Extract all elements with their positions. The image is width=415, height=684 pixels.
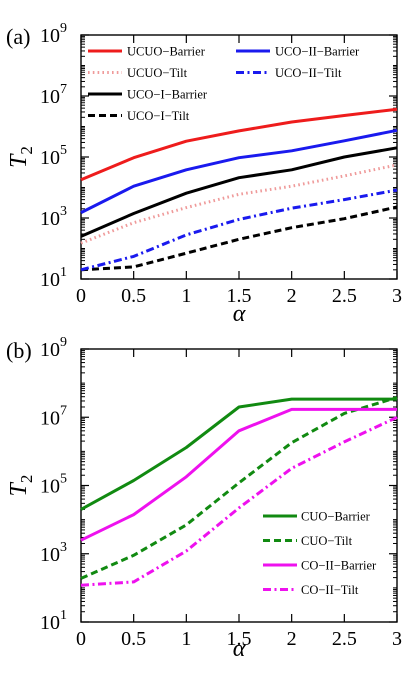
series-line-UCO−I−Tilt (80, 205, 398, 272)
legend-label: UCO−I−Barrier (127, 88, 208, 102)
y-tick-label: 109 (40, 335, 67, 361)
series-line-UCO−I−Barrier (80, 146, 398, 238)
legend-label: CUO−Barrier (301, 510, 371, 524)
legend-label: UCUO−Barrier (127, 45, 206, 59)
x-tick-label: 2.5 (332, 628, 357, 650)
x-tick-label: 3 (392, 285, 402, 307)
series-line-CO−II−Tilt (80, 415, 398, 587)
y-axis-label: T2 (6, 146, 36, 168)
x-tick-label: 1 (181, 628, 191, 650)
y-tick-label: 109 (40, 21, 67, 47)
series-line-UCUO−Barrier (80, 107, 398, 182)
x-axis-label: α (233, 301, 246, 327)
series-line-CUO−Barrier (80, 397, 397, 511)
y-tick-label: 105 (40, 143, 67, 169)
legend-label: UCO−I−Tilt (127, 109, 190, 123)
x-tick-label: 2 (287, 285, 297, 307)
x-tick-label: 0 (76, 285, 86, 307)
legend-label: CO−II−Tilt (301, 583, 359, 597)
y-tick-label: 101 (40, 265, 67, 291)
panel-label: (a) (6, 24, 30, 49)
x-tick-label: 2.5 (332, 285, 357, 307)
x-axis-label: α (233, 636, 246, 662)
panel-a: 101 103 105 107 109 0 0.5 1 1.5 2 2.5 3 UCUO−Barrier… (6, 21, 402, 327)
y-tick-label: 107 (40, 82, 67, 108)
y-tick-label: 107 (40, 403, 67, 429)
legend-label: CO−II−Barrier (301, 559, 377, 573)
series-line-CUO−Tilt (80, 396, 398, 580)
x-tick-label: 1.5 (227, 628, 252, 650)
x-tick-label: 3 (392, 628, 402, 650)
series-line-CO−II−Barrier (80, 407, 397, 542)
y-tick-label: 105 (40, 472, 67, 498)
series-line-UCO−II−Tilt (80, 188, 398, 272)
x-tick-label: 1 (181, 285, 191, 307)
legend-label: UCUO−Tilt (127, 66, 188, 80)
x-tick-label: 1.5 (227, 285, 252, 307)
x-tick-label: 0.5 (121, 628, 146, 650)
legend-label: CUO−Tilt (301, 534, 353, 548)
legend-label: UCO−II−Tilt (275, 66, 342, 80)
y-axis-label: T2 (6, 475, 36, 497)
y-tick-label: 103 (40, 204, 67, 230)
x-tick-label: 0.5 (121, 285, 146, 307)
legend: CUO−Barrier CUO−Tilt CO−II−Barrier CO−II−Ti… (263, 510, 377, 597)
y-tick-label: 103 (40, 540, 67, 566)
legend-label: UCO−II−Barrier (275, 45, 360, 59)
y-tick-label: 101 (40, 608, 67, 634)
x-tick-label: 2 (287, 628, 297, 650)
x-tick-label: 0 (76, 628, 86, 650)
series-line-UCO−II−Barrier (80, 128, 398, 214)
panel-label: (b) (6, 338, 32, 363)
plot-frame (80, 348, 398, 623)
legend: UCUO−Barrier UCUO−Tilt UCO−I−Barrier UCO−I−… (88, 45, 360, 123)
